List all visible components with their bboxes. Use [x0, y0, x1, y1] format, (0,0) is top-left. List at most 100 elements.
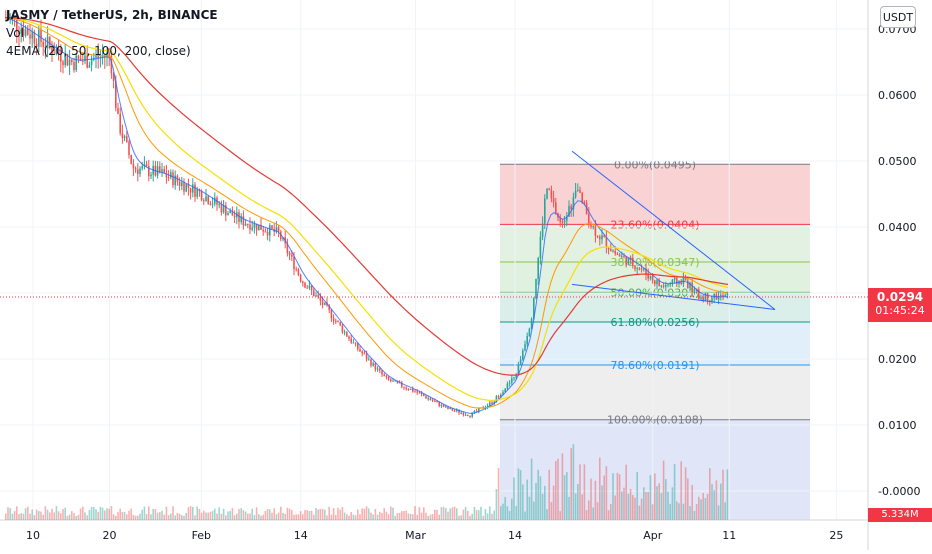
volume-bar: [524, 511, 526, 520]
candle-body: [625, 256, 627, 265]
candle-body: [137, 169, 139, 174]
candle-body: [315, 295, 317, 297]
candle-body: [416, 391, 418, 393]
candle-body: [90, 59, 93, 66]
y-tick-label: -0.0000: [878, 485, 920, 498]
candle-body: [262, 229, 264, 232]
volume-bar: [456, 508, 458, 520]
volume-bar: [354, 515, 357, 520]
candle-body: [583, 201, 586, 203]
volume-bar: [277, 512, 280, 520]
volume-bar: [253, 515, 256, 520]
candle-body: [579, 189, 581, 193]
volume-bar: [64, 507, 66, 520]
candle-body: [141, 166, 143, 169]
candle-body: [651, 276, 654, 281]
volume-tag: 5.334M: [868, 508, 932, 522]
volume-bar: [467, 510, 469, 520]
candle-body: [165, 172, 168, 178]
candle-body: [348, 336, 350, 339]
ema-indicator-label[interactable]: 4EMA (20, 50, 100, 200, close): [6, 44, 191, 58]
candle-body: [68, 59, 71, 66]
candle-body: [139, 168, 141, 174]
x-tick-label: 10: [26, 529, 40, 542]
triangle-upper-line[interactable]: [571, 150, 776, 310]
candle-body: [194, 184, 196, 197]
candle-body: [240, 216, 242, 222]
candle-body: [244, 224, 247, 226]
candle-body: [398, 382, 401, 384]
candle-body: [38, 29, 40, 47]
x-tick-label: Mar: [405, 529, 426, 542]
fib-zone: [500, 364, 810, 420]
volume-bar: [475, 510, 478, 520]
volume-bar: [665, 479, 667, 520]
volume-bar: [618, 474, 621, 520]
candle-body: [97, 54, 99, 59]
candle-body: [669, 283, 671, 285]
candle-body: [614, 250, 616, 254]
currency-button[interactable]: USDT: [880, 6, 916, 28]
volume-bar: [172, 506, 174, 520]
volume-bar: [379, 511, 381, 520]
candle-body: [132, 163, 135, 169]
volume-bar: [632, 495, 634, 520]
candle-body: [656, 280, 658, 285]
candle-body: [627, 257, 630, 265]
candle-body: [282, 237, 284, 240]
candle-body: [414, 391, 416, 393]
symbol-label[interactable]: JASMY / TetherUS, 2h, BINANCE: [6, 8, 218, 22]
candle-body: [486, 405, 489, 408]
volume-bar: [678, 503, 680, 520]
candle-body: [658, 280, 660, 286]
volume-bar: [271, 512, 273, 520]
candle-body: [720, 294, 722, 297]
volume-bar: [623, 487, 625, 520]
volume-indicator-label[interactable]: Vol: [6, 26, 24, 40]
candle-body: [49, 36, 51, 46]
candle-body: [203, 200, 205, 202]
volume-bar: [189, 506, 192, 520]
candle-body: [489, 402, 491, 406]
volume-bar: [574, 493, 577, 520]
volume-bar: [238, 509, 240, 520]
candle-body: [75, 55, 77, 71]
volume-bar: [671, 487, 674, 520]
candle-body: [29, 34, 31, 39]
fib-level-label: 78.60%(0.0191): [610, 359, 699, 372]
candle-body: [445, 406, 447, 408]
volume-bar: [640, 498, 643, 520]
volume-bar: [42, 514, 44, 520]
candle-body: [684, 278, 687, 281]
candle-body: [467, 414, 469, 416]
volume-bar: [643, 487, 645, 520]
candle-body: [680, 280, 682, 284]
candle-body: [517, 364, 520, 376]
candle-body: [453, 410, 456, 412]
candle-body: [55, 49, 58, 55]
volume-bar: [71, 511, 73, 520]
volume-bar: [504, 496, 506, 520]
candle-body: [427, 398, 429, 400]
candle-body: [478, 408, 480, 412]
candle-body: [222, 205, 225, 213]
triangle-lower-line[interactable]: [571, 283, 776, 310]
volume-bar: [434, 509, 436, 520]
volume-bar: [420, 512, 423, 520]
x-tick-label: 11: [722, 529, 736, 542]
candle-body: [101, 55, 104, 58]
candle-body: [603, 235, 605, 238]
candle-body: [7, 17, 9, 21]
candle-body: [370, 359, 372, 366]
candle-body: [502, 392, 504, 395]
volume-bar: [500, 506, 502, 520]
fib-zone: [500, 224, 810, 262]
volume-bar: [132, 514, 135, 520]
candle-body: [330, 309, 333, 319]
candle-body: [374, 363, 377, 370]
volume-bar: [126, 514, 128, 520]
candle-body: [365, 353, 368, 360]
candle-body: [632, 257, 634, 266]
